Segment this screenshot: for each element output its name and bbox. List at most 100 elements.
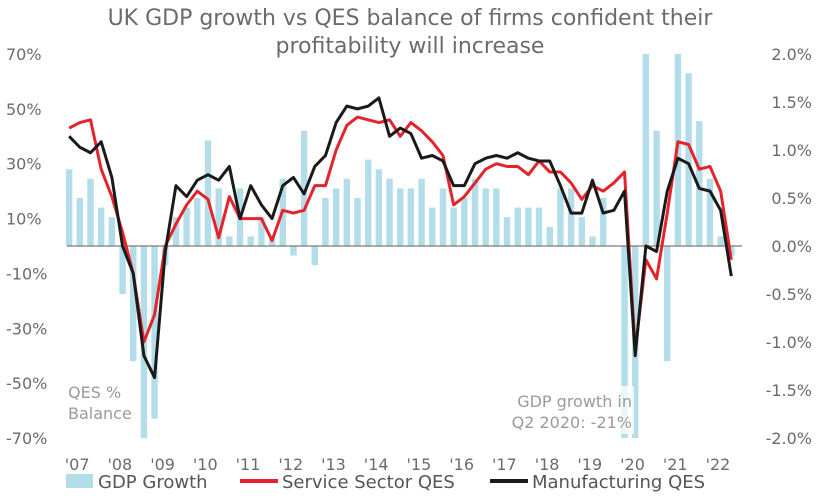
gdp-growth-bar (642, 54, 650, 246)
gdp-growth-bar (482, 188, 489, 246)
right-tick-label: 1.5% (771, 93, 812, 112)
gdp-growth-bar (685, 73, 692, 246)
right-tick-label: -2.0% (766, 429, 812, 448)
gdp-growth-bar (621, 246, 628, 438)
gdp-growth-bar (183, 207, 190, 246)
gdp-growth-bar (375, 169, 383, 246)
gdp-growth-bar (87, 178, 94, 246)
annotation-line-1: GDP growth in (517, 392, 632, 411)
gdp-growth-bar (247, 236, 254, 246)
left-axis-note-line-1: QES % (68, 383, 121, 402)
right-tick-label: 2.0% (771, 45, 812, 64)
gdp-growth-bar (514, 207, 521, 246)
gdp-growth-bar (300, 130, 308, 246)
gdp-growth-bar (567, 188, 575, 246)
x-tick-label: '19 (577, 455, 602, 474)
gdp-growth-bar (76, 198, 84, 246)
gdp-growth-bar (450, 207, 457, 246)
gdp-growth-bar (322, 198, 329, 246)
left-tick-label: 70% (6, 45, 42, 64)
chart-title-line-1: UK GDP growth vs QES balance of firms co… (108, 6, 714, 31)
gdp-growth-bar (493, 188, 500, 246)
gdp-growth-bar (706, 178, 714, 246)
x-tick-label: '21 (663, 455, 688, 474)
x-tick-label: '14 (364, 455, 389, 474)
right-tick-label: -1.5% (766, 381, 812, 400)
gdp-growth-bar (461, 198, 468, 246)
right-axis: 2.0% 1.5% 1.0% 0.5% 0.0% -0.5% -1.0% -1.5% -2.0% (766, 45, 812, 448)
gdp-growth-bar (546, 226, 553, 246)
x-tick-label: '12 (278, 455, 303, 474)
gdp-growth-bar (653, 130, 660, 246)
gdp-growth-bar (525, 207, 532, 246)
right-tick-label: 0.5% (771, 189, 812, 208)
gdp-growth-bar (194, 198, 201, 246)
gdp-growth-bar (717, 236, 724, 246)
left-tick-label: 10% (6, 210, 42, 229)
gdp-growth-bar (407, 188, 415, 246)
gdp-growth-bar (354, 198, 361, 246)
legend: GDP Growth Service Sector QES Manufactur… (66, 472, 705, 493)
x-tick-label: '09 (150, 455, 175, 474)
x-tick-label: '07 (65, 455, 90, 474)
gdp-growth-bar (130, 246, 137, 362)
annotation-line-2: Q2 2020: -21% (512, 413, 632, 432)
gdp-growth-bar (65, 169, 73, 246)
chart-title-line-2: profitability will increase (276, 34, 545, 59)
gdp-growth-bar (664, 246, 671, 362)
service-sector-qes-line (68, 115, 733, 352)
gdp-growth-bar (332, 188, 340, 246)
right-tick-label: -0.5% (766, 285, 812, 304)
legend-label-service-sector-qes: Service Sector QES (282, 472, 455, 493)
x-tick-label: '15 (407, 455, 432, 474)
right-tick-label: 0.0% (771, 237, 812, 256)
gdp-growth-bar (696, 121, 703, 246)
right-tick-label: -1.0% (766, 333, 812, 352)
gdp-growth-bar (589, 236, 596, 246)
gdp-growth-bar (343, 178, 351, 246)
gdp-growth-bar (215, 188, 222, 246)
gdp-growth-bar (439, 188, 447, 246)
gdp-growth-bar (578, 217, 585, 246)
gdp-growth-bar (119, 246, 126, 294)
gdp-growth-bar (108, 217, 116, 246)
left-tick-label: 30% (6, 155, 42, 174)
x-tick-label: '10 (193, 455, 218, 474)
x-tick-label: '18 (535, 455, 560, 474)
gdp-growth-bar (97, 207, 105, 246)
left-tick-label: -30% (6, 319, 47, 338)
gdp-growth-bar (226, 236, 233, 246)
left-tick-label: -50% (6, 374, 47, 393)
gdp-growth-bar (290, 246, 297, 256)
gdp-growth-bars (65, 54, 735, 438)
left-axis: 70% 50% 30% 10% -10% -30% -50% -70% (6, 45, 47, 448)
x-tick-label: '08 (107, 455, 132, 474)
gdp-growth-bar (311, 246, 318, 266)
gdp-growth-bar (258, 217, 265, 246)
gdp-growth-bar (503, 217, 511, 246)
gdp-growth-bar (557, 188, 564, 246)
left-tick-label: -70% (6, 429, 47, 448)
manufacturing-qes-line (68, 96, 733, 380)
gdp-growth-bar (397, 188, 404, 246)
x-tick-label: '16 (449, 455, 474, 474)
x-tick-label: '13 (321, 455, 346, 474)
x-tick-label: '20 (620, 455, 645, 474)
right-tick-label: 1.0% (771, 141, 812, 160)
x-tick-label: '11 (236, 455, 261, 474)
legend-label-gdp-growth: GDP Growth (98, 472, 208, 493)
x-tick-label: '22 (706, 455, 731, 474)
left-tick-label: -10% (6, 264, 47, 283)
left-tick-label: 50% (6, 100, 42, 119)
gdp-growth-bar (429, 207, 436, 246)
x-tick-label: '17 (492, 455, 517, 474)
gdp-growth-bar (599, 198, 607, 246)
gdp-growth-bar (418, 178, 425, 246)
gdp-growth-bar (172, 217, 180, 246)
annotation-backdrop (498, 386, 634, 434)
gdp-growth-bar (364, 159, 372, 246)
gdp-growth-bar (151, 246, 158, 419)
x-axis: '07 '08 '09 '10 '11 '12 '13 '14 '15 '16 '17 '18 '19 '… (65, 455, 731, 474)
gdp-growth-bar (204, 140, 212, 246)
